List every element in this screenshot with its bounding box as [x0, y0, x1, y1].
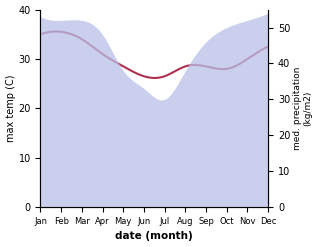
Y-axis label: med. precipitation
(kg/m2): med. precipitation (kg/m2): [293, 67, 313, 150]
X-axis label: date (month): date (month): [115, 231, 193, 242]
Y-axis label: max temp (C): max temp (C): [5, 75, 16, 142]
